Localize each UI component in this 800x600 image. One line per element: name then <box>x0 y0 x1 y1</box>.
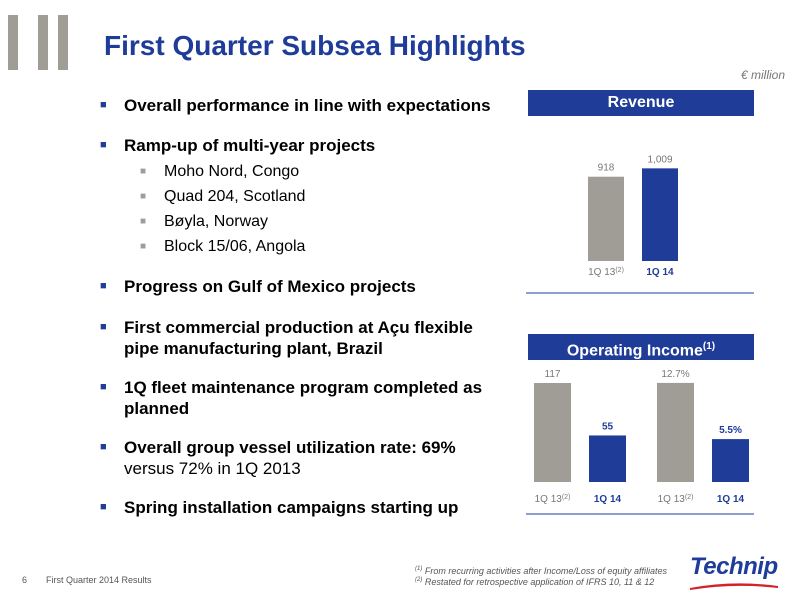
decor-bar-3 <box>58 15 68 70</box>
bullet-6: ■ Overall group vessel utilization rate:… <box>100 437 520 479</box>
bullet-text: Overall performance in line with expecta… <box>124 96 491 115</box>
bullet-text: First commercial production at Açu flexi… <box>124 318 473 358</box>
sub-bullet-3: ■ Bøyla, Norway <box>140 212 268 232</box>
data-label-0-1: 1,009 <box>647 154 672 165</box>
bullet-2: ■ Ramp-up of multi-year projects <box>100 135 520 156</box>
data-label-0-0: 918 <box>598 163 615 174</box>
bar-1-0 <box>534 383 571 482</box>
data-label-2-0: 12.7% <box>661 369 689 380</box>
footnote-1-mark: (1) <box>415 566 423 572</box>
bullet-marker-icon: ■ <box>100 99 107 111</box>
sub-bullet-marker-icon: ■ <box>140 166 147 177</box>
bullet-text: Progress on Gulf of Mexico projects <box>124 277 416 296</box>
footnote-1: (1) From recurring activities after Inco… <box>415 566 667 576</box>
sub-bullet-marker-icon: ■ <box>140 241 147 252</box>
operating-income-chart-title: Operating Income(1) <box>528 334 754 360</box>
category-label-0-0: 1Q 13(2) <box>588 267 624 278</box>
bullet-4: ■ First commercial production at Açu fle… <box>100 317 500 359</box>
bullet-5: ■ 1Q fleet maintenance program completed… <box>100 377 510 419</box>
sub-bullet-text: Moho Nord, Congo <box>164 163 300 180</box>
category-label-1-1: 1Q 14 <box>594 494 622 505</box>
revenue-title-text: Revenue <box>607 94 675 111</box>
operating-income-title-text: Operating Income <box>566 342 703 360</box>
bar-2-1 <box>712 439 749 482</box>
sub-bullet-1: ■ Moho Nord, Congo <box>140 162 299 182</box>
logo-swoosh-icon <box>690 583 778 590</box>
sub-bullet-4: ■ Block 15/06, Angola <box>140 237 305 257</box>
bullet-text-bold: Overall group vessel utilization rate: 6… <box>124 438 456 457</box>
bullet-text-normal: versus 72% in 1Q 2013 <box>124 459 301 478</box>
decor-bar-2 <box>38 15 48 70</box>
footnote-2-mark: (2) <box>415 577 423 583</box>
data-label-1-0: 117 <box>545 369 561 380</box>
bullet-text: Overall group vessel utilization rate: 6… <box>124 437 520 479</box>
bar-1-1 <box>589 435 626 482</box>
sub-bullet-text: Bøyla, Norway <box>164 213 269 230</box>
doc-name: First Quarter 2014 Results <box>46 575 152 585</box>
bullet-text: Spring installation campaigns starting u… <box>124 498 459 517</box>
revenue-chart-title: Revenue <box>528 90 754 116</box>
decor-bar-1 <box>8 15 18 70</box>
page-number: 6 <box>22 575 28 585</box>
footnote-2-text: Restated for retrospective application o… <box>424 577 655 587</box>
sub-bullet-2: ■ Quad 204, Scotland <box>140 187 305 207</box>
bullet-marker-icon: ■ <box>100 501 107 513</box>
category-label-2-0: 1Q 13(2) <box>658 494 694 505</box>
bullet-text: 1Q fleet maintenance program completed a… <box>124 378 483 418</box>
sub-bullet-marker-icon: ■ <box>140 191 147 202</box>
bullet-3: ■ Progress on Gulf of Mexico projects <box>100 276 520 297</box>
bullet-marker-icon: ■ <box>100 139 107 151</box>
bullet-1: ■ Overall performance in line with expec… <box>100 95 520 116</box>
bullet-7: ■ Spring installation campaigns starting… <box>100 497 520 518</box>
bullet-marker-icon: ■ <box>100 441 107 453</box>
bullet-marker-icon: ■ <box>100 381 107 393</box>
bullet-marker-icon: ■ <box>100 280 107 292</box>
footnote-1-text: From recurring activities after Income/L… <box>424 566 667 576</box>
sub-bullet-marker-icon: ■ <box>140 216 147 227</box>
sub-bullet-text: Quad 204, Scotland <box>164 188 306 205</box>
category-label-1-0: 1Q 13(2) <box>535 494 571 505</box>
data-label-1-1: 55 <box>602 421 614 432</box>
page-title: First Quarter Subsea Highlights <box>104 30 526 61</box>
unit-label: € million <box>740 68 785 82</box>
bar-0-0 <box>588 176 624 261</box>
sub-bullet-text: Block 15/06, Angola <box>164 238 306 255</box>
bar-2-0 <box>657 382 694 482</box>
category-label-0-1: 1Q 14 <box>646 267 674 278</box>
category-label-2-1: 1Q 14 <box>717 494 745 505</box>
operating-income-title-sup: (1) <box>702 341 716 352</box>
technip-logo: Technip <box>690 553 778 580</box>
data-label-2-1: 5.5% <box>719 425 742 436</box>
bullet-text: Ramp-up of multi-year projects <box>124 136 376 155</box>
bullet-marker-icon: ■ <box>100 321 107 333</box>
footnote-2: (2) Restated for retrospective applicati… <box>415 577 654 587</box>
bar-0-1 <box>642 168 678 261</box>
